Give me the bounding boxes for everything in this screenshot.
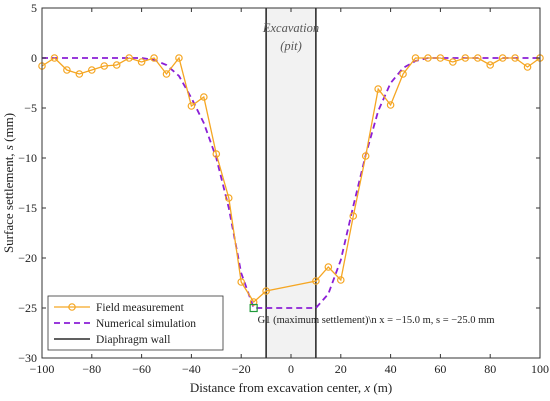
legend-label-diaphragm-wall: Diaphragm wall (96, 334, 170, 346)
max-settlement-marker (249, 303, 258, 313)
field-measurement-point (88, 66, 96, 74)
series-field-measurement-line (41, 56, 541, 303)
field-measurement-point (249, 298, 258, 306)
field-measurement-point (324, 263, 333, 271)
x-tick-label: 20 (335, 362, 347, 376)
field-measurement-point (473, 54, 482, 62)
legend-label-numerical-simulation: Numerical simulation (96, 318, 196, 330)
field-measurement-point (50, 54, 59, 62)
field-measurement-point (175, 54, 183, 62)
plot-layer (38, 8, 544, 358)
field-measurement-point (262, 287, 270, 295)
legend-item-numerical-simulation: Numerical simulation (54, 318, 196, 330)
legend-item-field-measurement: Field measurement (54, 302, 185, 314)
field-measurement-point (449, 58, 457, 66)
field-measurement-point (411, 54, 420, 62)
field-measurement-point (125, 54, 133, 62)
y-tick-label: −20 (18, 251, 37, 265)
field-measurement-point (312, 277, 320, 285)
x-tick-label: −20 (232, 362, 251, 376)
x-tick-label: −80 (82, 362, 101, 376)
field-measurement-point (63, 66, 71, 74)
field-measurement-point (386, 101, 395, 109)
field-measurement-point (436, 54, 445, 62)
y-tick-label: −30 (18, 351, 37, 365)
field-measurement-point (187, 102, 196, 110)
field-measurement-point (374, 85, 382, 93)
excavation-label: Excavation (262, 21, 319, 35)
max-settlement-annotation: G1 (maximum settlement)\n x = −15.0 m, s… (258, 315, 495, 326)
field-measurement-point (162, 70, 171, 78)
field-measurement-point (461, 54, 470, 62)
field-measurement-point (224, 194, 233, 202)
legend-label-field-measurement: Field measurement (96, 302, 185, 314)
y-axis-label: Surface settlement, s (mm) (1, 113, 16, 253)
legend-item-diaphragm-wall: Diaphragm wall (54, 334, 170, 346)
field-measurement-point (336, 276, 345, 284)
x-tick-label: 40 (385, 362, 397, 376)
series-numerical-simulation-line (42, 57, 540, 309)
y-tick-label: −5 (24, 101, 37, 115)
legend-marker-field-measurement (68, 303, 76, 311)
field-measurement-point (486, 61, 495, 69)
field-measurement-point (237, 278, 246, 286)
field-measurement-point (399, 70, 407, 78)
x-tick-label: 80 (484, 362, 496, 376)
x-tick-label: −100 (30, 362, 55, 376)
x-axis-label: Distance from excavation center, x (m) (190, 380, 392, 395)
field-measurement-point (100, 62, 109, 70)
excavation-sublabel: (pit) (280, 39, 302, 53)
y-tick-label: −15 (18, 201, 37, 215)
field-measurement-point (424, 54, 432, 62)
field-measurement-point (200, 93, 208, 101)
x-tick-label: 60 (434, 362, 446, 376)
axes-layer: −100 −80 −60 −40 −20 0 20 40 60 80 100 5 0 −5 −10 −15 −2… (18, 1, 549, 376)
y-tick-label: −25 (18, 301, 37, 315)
y-tick-label: −10 (18, 151, 37, 165)
field-measurement-point (150, 54, 158, 62)
legend: Field measurement Numerical simulation D… (47, 295, 224, 351)
field-measurement-point (349, 212, 358, 220)
x-tick-label: −60 (132, 362, 151, 376)
x-tick-label: 0 (288, 362, 294, 376)
field-measurement-point (112, 61, 121, 69)
field-measurement-point (75, 70, 84, 78)
x-tick-label: −40 (182, 362, 201, 376)
x-tick-label: 100 (531, 362, 549, 376)
field-measurement-point (137, 58, 146, 66)
field-measurement-point (361, 152, 370, 160)
field-measurement-point (498, 54, 507, 62)
field-measurement-point (523, 63, 532, 71)
y-tick-label: 0 (31, 51, 37, 65)
field-measurement-point (212, 150, 221, 158)
field-measurement-point (511, 54, 519, 62)
excavation-region-shade (266, 8, 316, 358)
y-tick-label: 5 (31, 1, 37, 15)
